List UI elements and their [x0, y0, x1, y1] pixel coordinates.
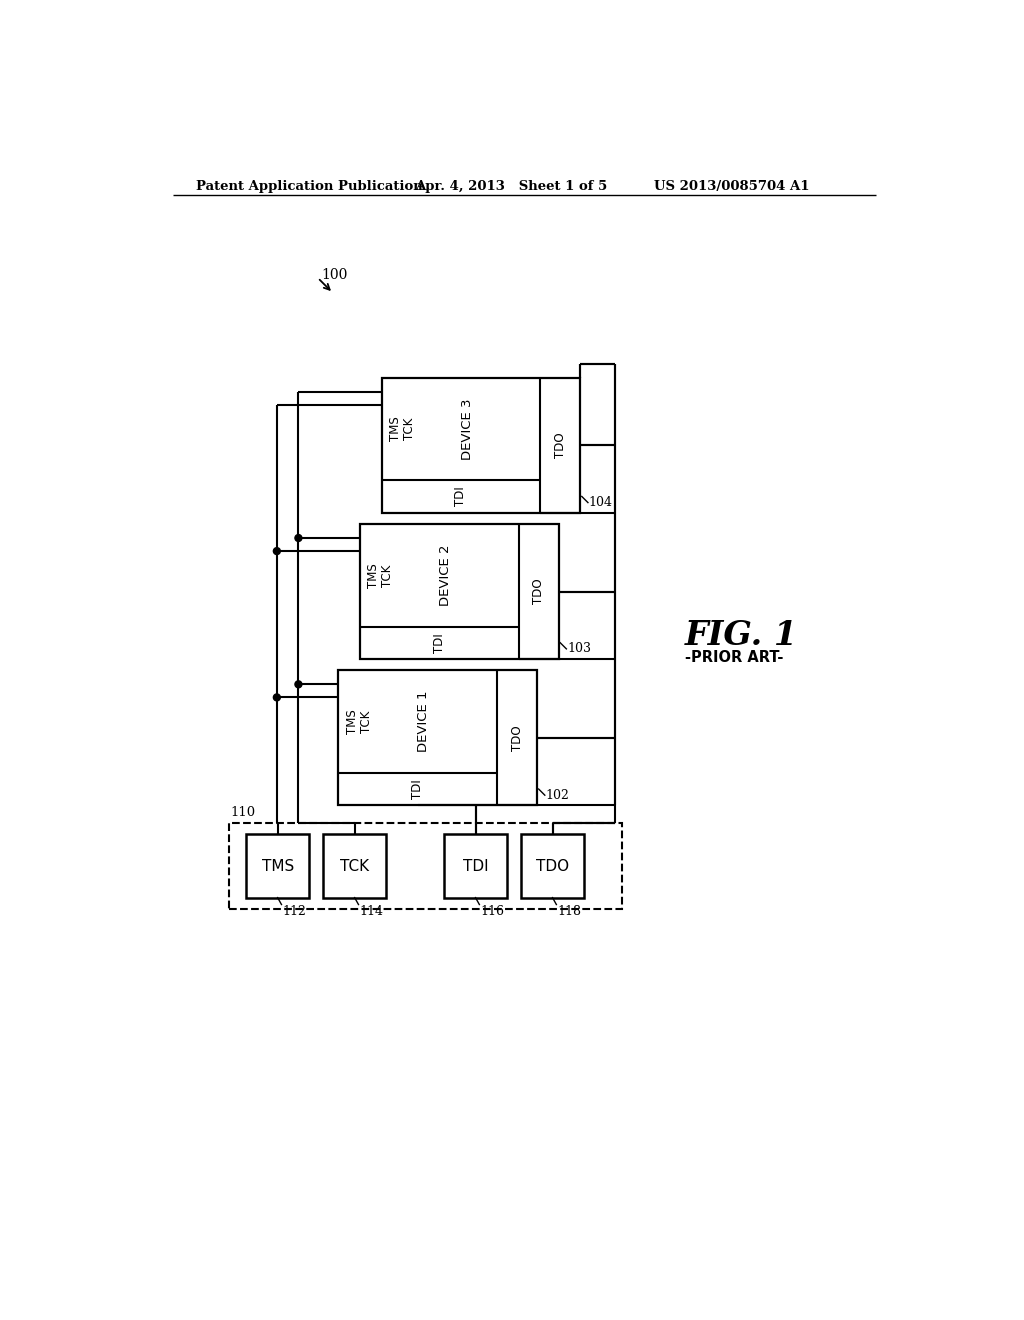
Text: TDO: TDO [511, 725, 523, 751]
Circle shape [295, 681, 302, 688]
Bar [444, 834, 507, 898]
Text: 103: 103 [567, 643, 591, 656]
Text: 102: 102 [546, 788, 569, 801]
Text: 112: 112 [283, 904, 306, 917]
Text: Apr. 4, 2013   Sheet 1 of 5: Apr. 4, 2013 Sheet 1 of 5 [416, 180, 607, 193]
Text: TDO: TDO [532, 578, 545, 605]
Text: -PRIOR ART-: -PRIOR ART- [685, 649, 783, 665]
Text: TDO: TDO [554, 433, 566, 458]
Text: FIG. 1: FIG. 1 [685, 619, 798, 652]
Text: 116: 116 [480, 904, 504, 917]
Bar [339, 671, 538, 805]
Text: US 2013/0085704 A1: US 2013/0085704 A1 [654, 180, 810, 193]
Bar [521, 834, 584, 898]
Text: 104: 104 [589, 496, 612, 510]
Text: TDI: TDI [433, 632, 445, 652]
Text: TCK: TCK [359, 710, 373, 733]
Text: TDI: TDI [412, 779, 424, 799]
Text: TMS: TMS [261, 858, 294, 874]
Text: TCK: TCK [402, 418, 416, 441]
Circle shape [273, 548, 281, 554]
Text: Patent Application Publication: Patent Application Publication [196, 180, 423, 193]
Text: 114: 114 [359, 904, 383, 917]
Text: DEVICE 3: DEVICE 3 [461, 399, 473, 459]
Circle shape [295, 535, 302, 541]
Text: TDI: TDI [455, 487, 467, 507]
Text: 100: 100 [322, 268, 348, 282]
Bar [323, 834, 386, 898]
Circle shape [273, 694, 281, 701]
Text: TCK: TCK [340, 858, 370, 874]
Bar [246, 834, 309, 898]
Text: 118: 118 [557, 904, 582, 917]
Bar [229, 822, 622, 909]
Text: DEVICE 2: DEVICE 2 [439, 545, 452, 606]
Text: TMS: TMS [346, 709, 358, 734]
Text: TCK: TCK [381, 564, 394, 586]
Bar [360, 524, 559, 659]
Text: TMS: TMS [368, 562, 380, 587]
Text: 110: 110 [230, 807, 256, 818]
Bar [382, 378, 581, 512]
Text: TMS: TMS [389, 417, 402, 441]
Text: TDO: TDO [536, 858, 569, 874]
Text: DEVICE 1: DEVICE 1 [418, 690, 430, 752]
Text: TDI: TDI [463, 858, 488, 874]
